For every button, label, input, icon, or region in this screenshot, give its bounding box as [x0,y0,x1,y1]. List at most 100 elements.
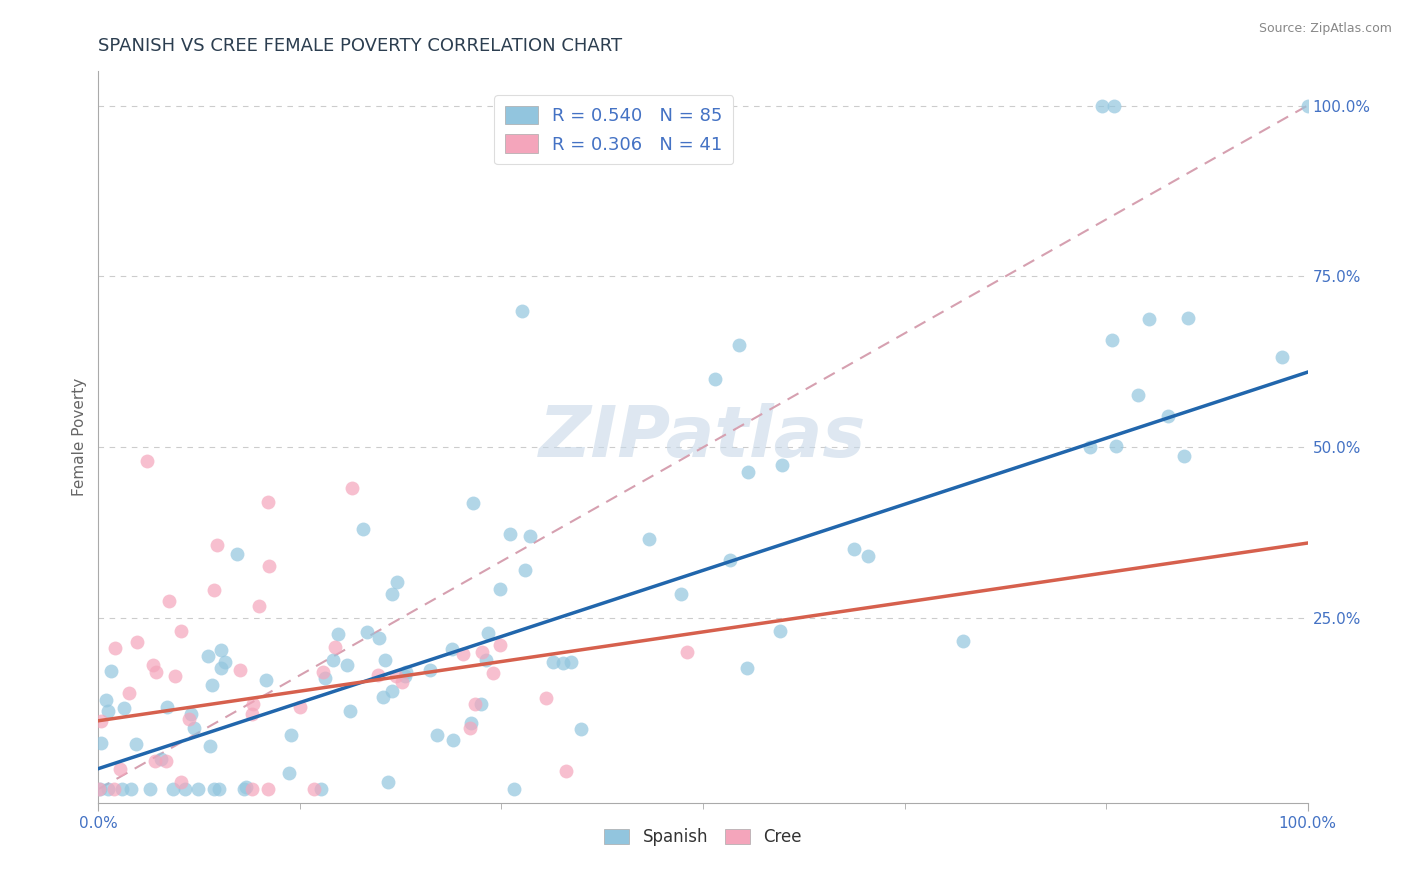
Point [336,657,359,672]
Point [470,697,492,711]
Point [157,593,180,607]
Point [97,704,120,718]
Point [515,563,537,577]
Point [704,372,727,386]
Point [247,599,270,614]
Point [100,664,122,678]
Point [498,526,520,541]
Point [202,782,225,797]
Point [198,739,221,754]
Point [326,627,349,641]
Point [769,624,792,638]
Point [339,704,361,718]
Point [111,782,134,797]
Point [489,582,512,596]
Point [197,648,219,663]
Point [309,782,332,797]
Point [419,663,441,677]
Point [1271,351,1294,365]
Point [482,665,505,680]
Point [183,721,205,735]
Point [391,674,413,689]
Point [1296,98,1319,112]
Point [675,645,697,659]
Point [669,586,692,600]
Point [143,754,166,768]
Point [229,663,252,677]
Point [569,722,592,736]
Point [352,523,374,537]
Point [377,775,399,789]
Point [90,714,112,728]
Point [139,782,162,797]
Point [242,697,264,711]
Point [205,538,228,552]
Point [1078,440,1101,454]
Point [322,653,344,667]
Point [718,552,741,566]
Point [385,669,408,683]
Point [474,653,496,667]
Point [257,559,280,574]
Point [356,624,378,639]
Point [394,668,416,682]
Point [302,782,325,797]
Legend: Spanish, Cree: Spanish, Cree [598,822,808,853]
Point [155,754,177,768]
Point [1137,312,1160,326]
Point [534,690,557,705]
Text: Source: ZipAtlas.com: Source: ZipAtlas.com [1258,22,1392,36]
Point [165,669,187,683]
Point [381,587,404,601]
Point [461,496,484,510]
Point [209,661,232,675]
Point [464,698,486,712]
Point [142,657,165,672]
Point [254,673,277,687]
Point [125,635,148,649]
Point [426,728,449,742]
Point [371,690,394,704]
Point [1177,310,1199,325]
Point [277,765,299,780]
Point [209,642,232,657]
Point [477,626,499,640]
Point [288,699,311,714]
Point [156,700,179,714]
Point [842,542,865,557]
Point [256,495,278,509]
Point [560,655,582,669]
Point [367,668,389,682]
Y-axis label: Female Poverty: Female Poverty [72,378,87,496]
Point [1173,449,1195,463]
Point [135,454,157,468]
Point [510,303,533,318]
Point [177,712,200,726]
Point [169,624,191,638]
Point [233,782,256,797]
Point [187,782,209,797]
Point [735,661,758,675]
Point [728,338,751,352]
Point [312,665,335,679]
Point [395,665,418,679]
Point [737,465,759,479]
Point [170,774,193,789]
Point [145,665,167,679]
Point [470,645,492,659]
Point [385,574,408,589]
Point [173,782,195,797]
Point [226,547,249,561]
Point [257,782,280,797]
Point [103,782,125,797]
Point [280,728,302,742]
Point [104,640,127,655]
Point [96,692,118,706]
Point [541,655,564,669]
Point [381,684,404,698]
Point [638,533,661,547]
Point [441,733,464,747]
Point [503,782,526,797]
Point [89,782,111,797]
Point [554,764,576,779]
